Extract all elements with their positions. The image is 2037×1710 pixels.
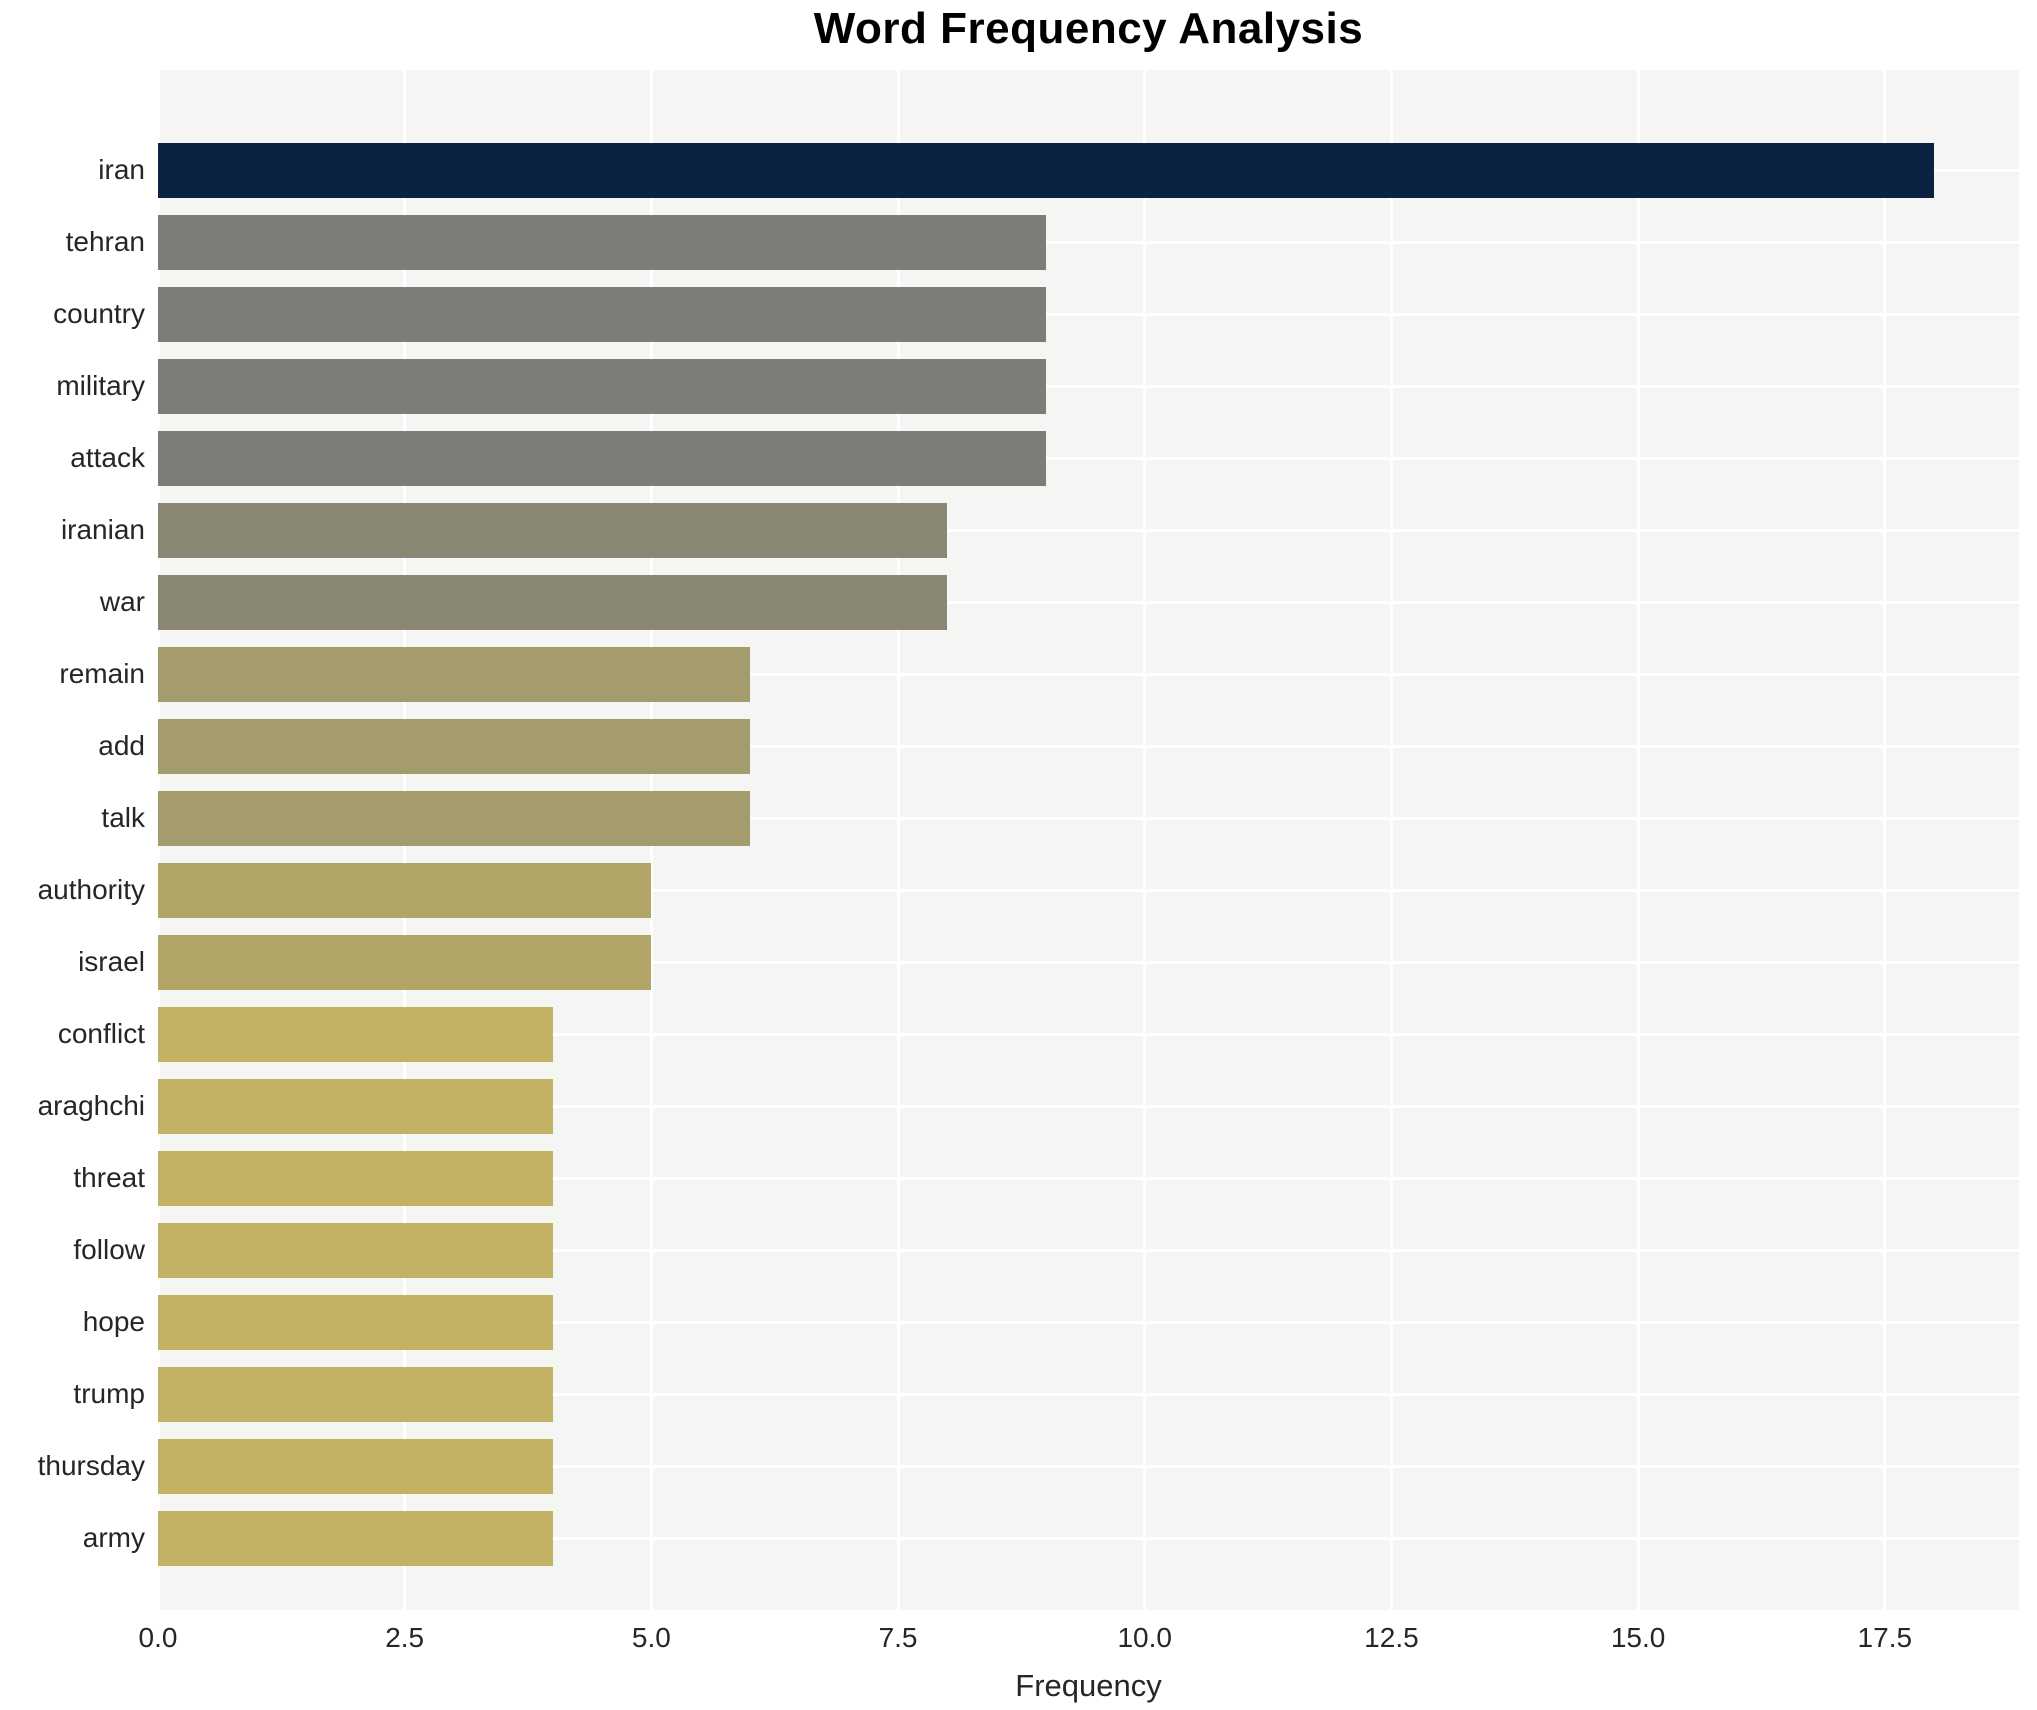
bar <box>158 574 948 630</box>
gridline-horizontal <box>158 1320 2019 1324</box>
gridline-horizontal <box>158 240 2019 244</box>
gridline-horizontal <box>158 312 2019 316</box>
bar <box>158 862 652 918</box>
gridline-horizontal <box>158 672 2019 676</box>
bar-row: iran <box>98 134 2019 206</box>
y-axis-label: authority <box>37 874 145 905</box>
y-axis-label: add <box>98 730 145 761</box>
x-tick-label: 12.5 <box>1364 1622 1419 1653</box>
bar <box>158 430 1047 486</box>
bar-rows: iran tehran country military attack iranian wa… <box>38 70 2019 1574</box>
y-axis-label: talk <box>101 802 145 833</box>
gridline-horizontal <box>158 384 2019 388</box>
y-axis-label: war <box>99 586 145 617</box>
bar-row: talk <box>101 782 2019 854</box>
x-tick-label: 10.0 <box>1117 1622 1172 1653</box>
y-axis-label: attack <box>70 442 145 473</box>
bar-row: war <box>100 566 2019 638</box>
bar-row: country <box>53 278 2019 350</box>
plot-area: iran tehran country military attack iranian wa… <box>38 70 2019 1610</box>
y-axis-label: hope <box>82 1306 145 1337</box>
bar-row: follow <box>73 1214 2019 1286</box>
bar-row: remain <box>59 638 2019 710</box>
bar-row: thursday <box>38 1430 2019 1502</box>
bar <box>158 646 751 702</box>
y-axis-label: country <box>53 298 145 329</box>
gridline-horizontal <box>158 816 2019 820</box>
bar-row: araghchi <box>38 1070 2019 1142</box>
bar <box>158 1222 553 1278</box>
bar <box>158 1438 553 1494</box>
bar <box>158 286 1047 342</box>
bar <box>158 1366 553 1422</box>
bar-row: authority <box>38 854 2019 926</box>
bar <box>158 1078 553 1134</box>
y-axis-label: military <box>56 370 145 401</box>
gridline-vertical <box>896 70 900 1610</box>
bar-row: army <box>83 1502 2019 1574</box>
bar <box>158 1294 553 1350</box>
bar <box>158 1150 553 1206</box>
x-axis-title: Frequency <box>1015 1668 1162 1703</box>
gridline-horizontal <box>158 888 2019 892</box>
x-tick-label: 17.5 <box>1857 1622 1913 1653</box>
y-axis-label: iranian <box>60 514 145 545</box>
bar <box>158 358 1047 414</box>
x-tick-label: 2.5 <box>385 1622 425 1653</box>
gridline-horizontal <box>158 960 2019 964</box>
y-axis-label: thursday <box>37 1450 145 1481</box>
gridline-horizontal <box>158 528 2019 532</box>
y-axis-label: follow <box>73 1234 145 1265</box>
gridline-vertical <box>1883 70 1887 1610</box>
y-axis-label: tehran <box>65 226 145 257</box>
bar-row: trump <box>73 1358 2019 1430</box>
y-axis-label: threat <box>73 1162 145 1193</box>
bar <box>158 502 948 558</box>
y-axis-label: conflict <box>57 1018 145 1049</box>
y-axis-label: araghchi <box>37 1090 145 1121</box>
gridline-horizontal <box>158 1392 2019 1396</box>
gridline-vertical <box>1636 70 1640 1610</box>
gridline-horizontal <box>158 1536 2019 1540</box>
bar <box>158 142 1935 198</box>
bar-row: add <box>98 710 2019 782</box>
bar <box>158 1006 553 1062</box>
y-axis-label: iran <box>98 154 145 185</box>
bar-row: tehran <box>66 206 2019 278</box>
bar-row: threat <box>73 1142 2019 1214</box>
gridline-horizontal <box>158 600 2019 604</box>
bar-row: conflict <box>58 998 2019 1070</box>
gridline-horizontal <box>158 456 2019 460</box>
gridline-horizontal <box>158 744 2019 748</box>
gridline-horizontal <box>158 1104 2019 1108</box>
y-axis-label: remain <box>59 658 145 689</box>
bar <box>158 790 751 846</box>
x-axis-ticks: 0.0 2.5 5.0 7.5 10.0 12.5 15.0 17.5 <box>139 1622 2019 1662</box>
gridline-horizontal <box>158 1464 2019 1468</box>
bar <box>158 214 1047 270</box>
bar-row: iranian <box>61 494 2019 566</box>
bar <box>158 934 652 990</box>
x-tick-label: 0.0 <box>138 1622 178 1653</box>
y-axis-label: trump <box>73 1378 145 1409</box>
x-tick-label: 15.0 <box>1610 1622 1666 1653</box>
gridline-horizontal <box>158 1176 2019 1180</box>
y-axis-label: army <box>82 1522 145 1553</box>
chart-title: Word Frequency Analysis <box>813 4 1364 53</box>
bar-row: military <box>56 350 2019 422</box>
gridline-horizontal <box>158 1032 2019 1036</box>
bar <box>158 1510 553 1566</box>
bar <box>158 718 751 774</box>
bar-row: attack <box>70 422 2019 494</box>
gridline-vertical <box>1143 70 1147 1610</box>
bar-row: hope <box>83 1286 2019 1358</box>
bar-row: israel <box>78 926 2019 998</box>
x-tick-label: 7.5 <box>878 1622 918 1653</box>
y-axis-label: israel <box>78 946 145 977</box>
gridline-horizontal <box>158 1248 2019 1252</box>
x-tick-label: 5.0 <box>631 1622 671 1653</box>
gridline-vertical <box>1389 70 1393 1610</box>
